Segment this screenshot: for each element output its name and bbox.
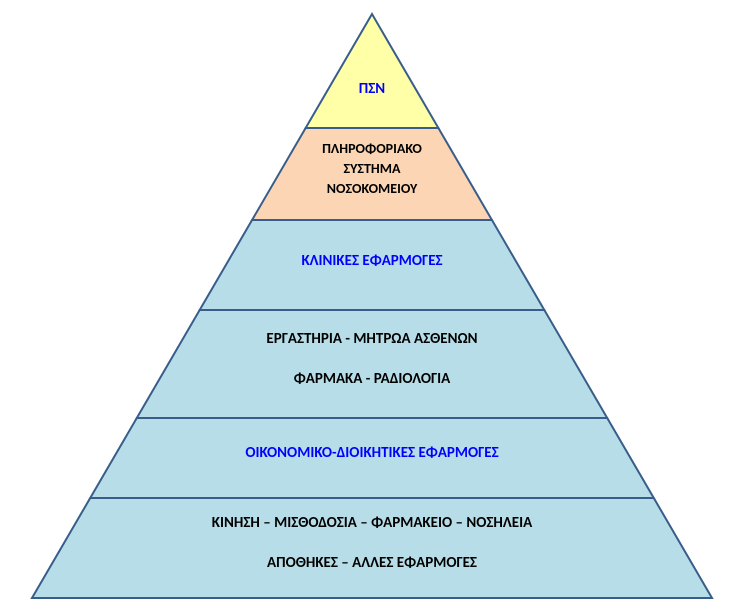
pyramid-level-1 <box>306 14 439 128</box>
pyramid-svg <box>0 0 744 614</box>
pyramid-level-2 <box>252 128 492 220</box>
pyramid-diagram: ΠΣΝΠΛΗΡΟΦΟΡΙΑΚΟΣΥΣΤΗΜΑΝΟΣΟΚΟΜΕΙΟΥΚΛΙΝΙΚΕ… <box>0 0 744 614</box>
pyramid-level-3 <box>200 220 545 310</box>
pyramid-level-6 <box>32 498 712 598</box>
pyramid-level-5 <box>90 418 654 498</box>
pyramid-level-4 <box>137 310 607 418</box>
